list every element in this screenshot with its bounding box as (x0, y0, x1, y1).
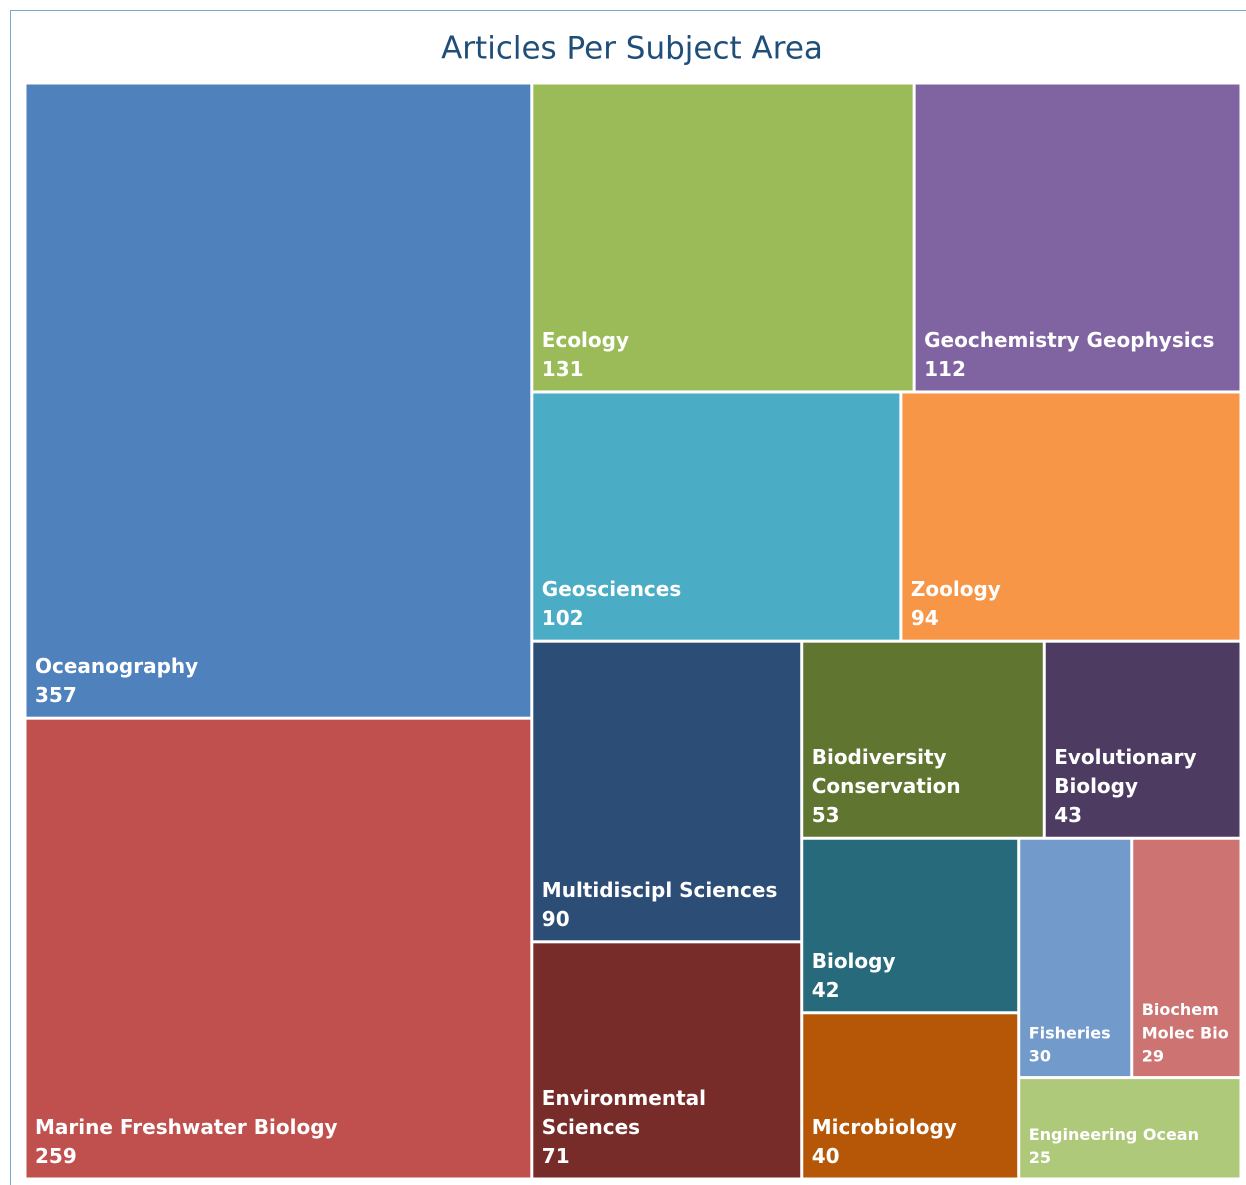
treemap-cell (533, 393, 900, 640)
cell-label: Zoology (911, 577, 1001, 601)
treemap-cell (1020, 1079, 1240, 1178)
treemap-cell (803, 839, 1018, 1012)
cell-value: 30 (1029, 1047, 1051, 1066)
cell-value: 42 (812, 978, 840, 1002)
treemap-cell (1045, 642, 1240, 837)
treemap-cell (1020, 839, 1131, 1077)
cell-label-line: Biology (1054, 774, 1138, 798)
cell-value: 357 (35, 683, 77, 707)
treemap-cell (533, 943, 801, 1178)
treemap-cell (533, 84, 913, 391)
treemap-cell (915, 84, 1240, 391)
cell-label: Microbiology (812, 1115, 957, 1139)
cell-value: 90 (542, 907, 570, 931)
cell-label-line: Biodiversity (812, 745, 947, 769)
cell-label: Geochemistry Geophysics (924, 328, 1214, 352)
cell-label-line: Sciences (542, 1115, 640, 1139)
treemap-cell (902, 393, 1240, 640)
cell-label-line: Molec Bio (1142, 1023, 1229, 1042)
chart-frame (10, 10, 1246, 1185)
cell-value: 94 (911, 606, 939, 630)
cell-value: 53 (812, 803, 840, 827)
cell-label: Fisheries (1029, 1023, 1111, 1042)
cell-label-line: Biochem (1142, 1000, 1219, 1019)
cell-value: 259 (35, 1144, 77, 1168)
treemap-cell (26, 84, 531, 717)
cell-label: Environmental Sciences (542, 1086, 706, 1139)
cell-value: 71 (542, 1144, 570, 1168)
cell-label: Marine Freshwater Biology (35, 1115, 338, 1139)
cell-value: 112 (924, 357, 966, 381)
cell-label: Oceanography (35, 654, 198, 678)
cell-label: Biology (812, 949, 896, 973)
cell-value: 40 (812, 1144, 840, 1168)
chart-title: Articles Per Subject Area (441, 31, 823, 67)
cell-value: 29 (1142, 1047, 1164, 1066)
treemap-cell (803, 642, 1043, 837)
cell-label-line: Conservation (812, 774, 961, 798)
cell-label: Geosciences (542, 577, 681, 601)
cell-value: 43 (1054, 803, 1082, 827)
treemap-cell (533, 642, 801, 941)
treemap-cell (803, 1014, 1018, 1178)
cell-label-line: Environmental (542, 1086, 706, 1110)
cell-value: 131 (542, 357, 584, 381)
cell-label: Engineering Ocean (1029, 1125, 1199, 1144)
cell-label: Biodiversity Conservation (812, 745, 961, 798)
cell-value: 102 (542, 606, 584, 630)
cell-label: Ecology (542, 328, 629, 352)
cell-label: Evolutionary Biology (1054, 745, 1196, 798)
cell-value: 25 (1029, 1148, 1051, 1167)
cell-label: Multidiscipl Sciences (542, 878, 778, 902)
treemap-cell (1133, 839, 1240, 1077)
cell-label-line: Evolutionary (1054, 745, 1196, 769)
treemap-cell (26, 719, 531, 1178)
cell-label: Biochem Molec Bio (1142, 1000, 1229, 1042)
